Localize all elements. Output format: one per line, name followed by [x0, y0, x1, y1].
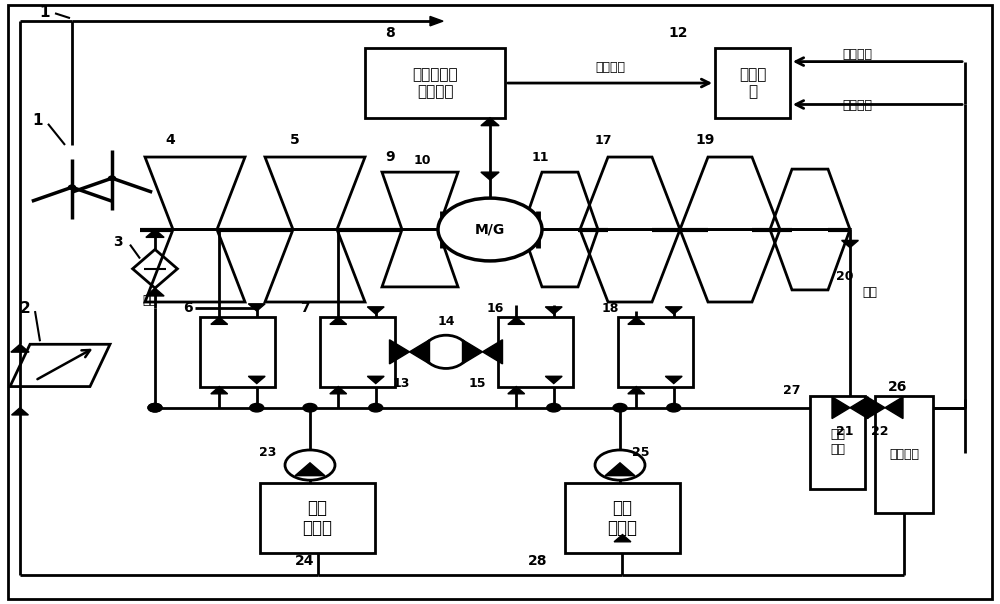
- Text: 18: 18: [601, 301, 619, 315]
- Polygon shape: [614, 535, 631, 542]
- Text: 8: 8: [385, 26, 395, 40]
- Bar: [715, 48, 790, 118]
- Polygon shape: [211, 317, 228, 324]
- Text: 2: 2: [20, 301, 30, 315]
- Text: 电能控制与
调度系统: 电能控制与 调度系统: [412, 67, 458, 99]
- Text: 10: 10: [413, 153, 431, 167]
- Text: 冷态
导热油: 冷态 导热油: [302, 498, 332, 538]
- Polygon shape: [545, 376, 562, 384]
- Text: 排气: 排气: [862, 286, 877, 300]
- Text: 12: 12: [668, 26, 688, 40]
- Polygon shape: [462, 339, 483, 364]
- Text: 19: 19: [695, 133, 715, 147]
- Circle shape: [303, 403, 317, 412]
- Bar: [365, 48, 505, 118]
- Circle shape: [613, 403, 627, 412]
- Polygon shape: [508, 387, 525, 394]
- Polygon shape: [410, 339, 430, 364]
- Bar: [618, 317, 692, 387]
- Text: 16: 16: [486, 301, 504, 315]
- Text: 27: 27: [783, 384, 801, 397]
- Bar: [498, 317, 572, 387]
- Text: 6: 6: [183, 301, 193, 315]
- Text: M/G: M/G: [475, 222, 505, 237]
- Polygon shape: [481, 172, 499, 180]
- Text: 热态
导热油: 热态 导热油: [607, 498, 637, 538]
- Text: 11: 11: [531, 150, 549, 164]
- Polygon shape: [628, 317, 645, 324]
- Bar: [260, 483, 375, 553]
- Text: 7: 7: [300, 301, 310, 315]
- Text: 21: 21: [836, 425, 854, 439]
- Text: 24: 24: [295, 553, 315, 568]
- Text: 15: 15: [469, 377, 486, 390]
- Bar: [810, 396, 865, 489]
- Polygon shape: [146, 288, 164, 296]
- Polygon shape: [885, 397, 903, 419]
- Bar: [565, 483, 680, 553]
- Text: 13: 13: [393, 377, 410, 390]
- Polygon shape: [605, 463, 635, 476]
- Text: 17: 17: [594, 133, 612, 147]
- Polygon shape: [248, 304, 265, 311]
- Text: 冷能供应: 冷能供应: [842, 48, 872, 61]
- Text: 热能供应: 热能供应: [842, 99, 872, 112]
- Text: 26: 26: [888, 379, 908, 394]
- Text: 制冷
系统: 制冷 系统: [830, 428, 845, 457]
- Text: 1: 1: [33, 114, 43, 128]
- Circle shape: [69, 185, 75, 189]
- Circle shape: [148, 403, 162, 412]
- Polygon shape: [832, 397, 850, 419]
- Circle shape: [250, 403, 264, 412]
- Circle shape: [369, 403, 383, 412]
- Polygon shape: [330, 387, 347, 394]
- Circle shape: [109, 176, 115, 180]
- Polygon shape: [867, 397, 885, 419]
- Polygon shape: [481, 118, 499, 126]
- Text: 22: 22: [871, 425, 889, 439]
- Text: 28: 28: [528, 553, 548, 568]
- Polygon shape: [367, 307, 384, 314]
- Polygon shape: [11, 344, 29, 352]
- Ellipse shape: [424, 335, 469, 368]
- Text: 1: 1: [40, 5, 50, 19]
- Circle shape: [148, 403, 162, 412]
- Polygon shape: [665, 307, 682, 314]
- Polygon shape: [508, 317, 525, 324]
- Polygon shape: [628, 387, 645, 394]
- Text: 3: 3: [113, 234, 123, 249]
- Text: 用户负
荷: 用户负 荷: [739, 67, 766, 99]
- Polygon shape: [430, 16, 443, 26]
- Text: 空气: 空气: [143, 294, 158, 307]
- Polygon shape: [146, 230, 164, 237]
- Text: 23: 23: [259, 446, 277, 460]
- Text: 4: 4: [165, 133, 175, 147]
- Polygon shape: [390, 339, 410, 364]
- Circle shape: [547, 403, 561, 412]
- Text: 电能供应: 电能供应: [595, 62, 625, 74]
- Text: 20: 20: [836, 269, 854, 283]
- Bar: [200, 317, 275, 387]
- Circle shape: [438, 198, 542, 261]
- Polygon shape: [248, 376, 265, 384]
- Polygon shape: [545, 307, 562, 314]
- Polygon shape: [665, 376, 682, 384]
- Text: 14: 14: [437, 315, 455, 328]
- Text: 25: 25: [632, 446, 650, 460]
- Text: 制热系统: 制热系统: [889, 448, 919, 461]
- Text: 9: 9: [385, 150, 395, 164]
- Bar: [875, 396, 933, 513]
- Circle shape: [667, 403, 681, 412]
- Polygon shape: [330, 317, 347, 324]
- Polygon shape: [842, 240, 858, 248]
- Bar: [320, 317, 394, 387]
- Polygon shape: [295, 463, 325, 476]
- Polygon shape: [211, 387, 228, 394]
- Polygon shape: [12, 408, 28, 415]
- Text: 5: 5: [290, 133, 300, 147]
- Polygon shape: [483, 339, 503, 364]
- Polygon shape: [367, 376, 384, 384]
- Polygon shape: [850, 397, 868, 419]
